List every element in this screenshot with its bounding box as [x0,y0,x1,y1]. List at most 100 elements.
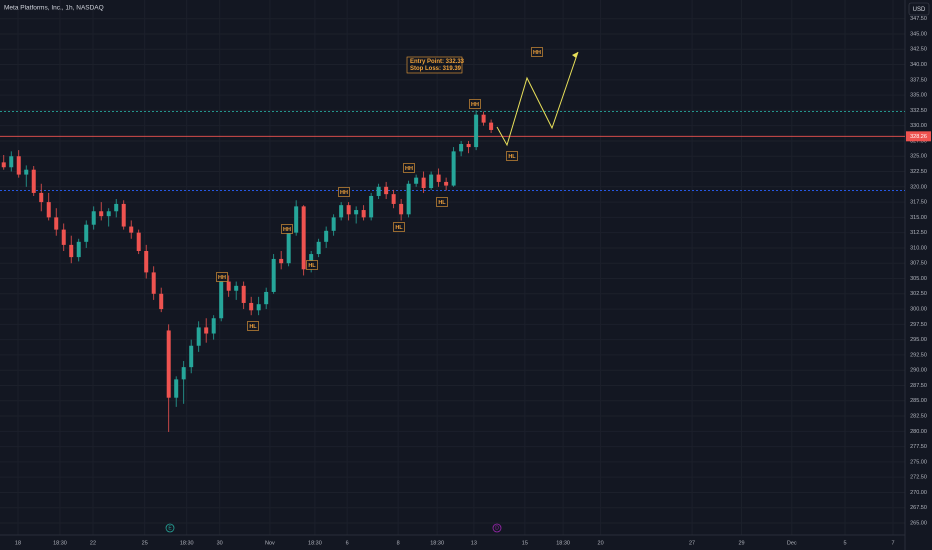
x-tick-label: Dec [787,540,797,546]
pattern-label-box [531,47,543,57]
candle-body [204,327,209,334]
candle-body [466,144,471,148]
x-tick-label: 18:30 [53,540,67,546]
candle-body [121,203,126,227]
y-tick-label: 297.50 [910,322,927,328]
pattern-labels: HH HL HH HL HH HL HH HL HH HL HH [216,47,543,331]
candle-body [279,258,284,264]
candle-body [234,285,239,291]
candle-body [46,202,51,218]
pattern-label: HL [438,200,446,206]
candle-body [174,379,179,398]
y-tick-label: 285.00 [910,398,927,404]
candle-body [129,226,134,233]
x-tick-label: 15 [522,540,528,546]
candle-body [106,211,111,217]
y-tick-label: 342.50 [910,47,927,53]
candle-body [226,281,231,291]
currency-label[interactable]: USD [913,7,926,13]
x-tick-label: 5 [843,540,846,546]
candle-body [144,250,149,273]
candle-body [489,122,494,130]
y-tick-label: 317.50 [910,200,927,206]
candle-body [294,206,299,233]
candle-body [211,318,216,334]
candle-body [429,174,434,189]
candle-body [39,192,44,203]
pattern-label: HH [340,190,348,196]
candle-body [1,162,6,168]
y-tick-label: 292.50 [910,352,927,358]
x-tick-label: 18:30 [308,540,322,546]
y-tick-label: 277.50 [910,444,927,450]
candle-body [16,156,21,175]
candle-body [31,169,36,193]
x-tick-label: Nov [265,540,275,546]
x-tick-label: 22 [90,540,96,546]
projection-path [496,51,579,147]
candle-body [271,258,276,292]
x-tick-label: 7 [891,540,894,546]
event-label: E [168,526,172,532]
y-tick-label: 295.00 [910,337,927,343]
candle-body [354,210,359,215]
y-tick-label: 330.00 [910,123,927,129]
candle-body [189,345,194,368]
pattern-label: HH [471,102,479,108]
pattern-label-box [247,321,259,331]
candle-body [331,217,336,231]
pattern-label: HH [405,166,413,172]
last-price-tag [906,131,931,142]
event-label: D [495,526,499,532]
annotation-box [406,56,463,74]
candle-body [69,244,74,258]
pattern-label-box [403,163,415,173]
chart-title: Meta Platforms, Inc., 1h, NASDAQ [4,5,104,12]
candle-body [9,156,14,168]
y-tick-label: 300.00 [910,307,927,313]
candle-body [369,195,374,218]
y-tick-label: 325.00 [910,154,927,160]
pattern-label-box [506,151,518,161]
pattern-label-box [469,99,481,109]
candle-body [376,186,381,196]
candle-body [459,144,464,152]
pattern-label-box [306,260,318,270]
last-price-label: 328.26 [910,134,927,140]
event-marker [165,523,175,533]
candle-body [84,224,89,242]
annotation-stop: Stop Loss: 319.39 [410,66,462,72]
x-tick-label: 18:30 [430,540,444,546]
candle-body [301,206,306,270]
candle-body [159,293,164,310]
x-tick-label: 27 [689,540,695,546]
candle-body [361,210,366,218]
candle-body [406,183,411,215]
y-tick-label: 340.00 [910,62,927,68]
candle-body [99,211,104,217]
y-tick-label: 337.50 [910,77,927,83]
candle-body [181,367,186,380]
x-tick-label: 13 [471,540,477,546]
event-marker [492,523,502,533]
pattern-label: HL [249,324,257,330]
candle-body [421,177,426,189]
candle-body [54,217,59,230]
candle-body [136,232,141,251]
y-tick-label: 312.50 [910,230,927,236]
x-tick-label: 25 [142,540,148,546]
projection-arrow [572,52,578,58]
pattern-label: HL [308,263,316,269]
currency-button[interactable] [908,2,930,16]
candle-body [114,203,119,212]
candle-body [256,304,261,311]
candle-body [444,181,449,186]
candle-body [166,330,171,398]
x-tick-label: 18:30 [180,540,194,546]
y-tick-label: 332.50 [910,108,927,114]
x-tick-label: 20 [598,540,604,546]
pattern-label: HH [218,275,226,281]
candle-body [384,186,389,195]
x-tick-label: 8 [397,540,400,546]
x-tick-label: 29 [738,540,744,546]
